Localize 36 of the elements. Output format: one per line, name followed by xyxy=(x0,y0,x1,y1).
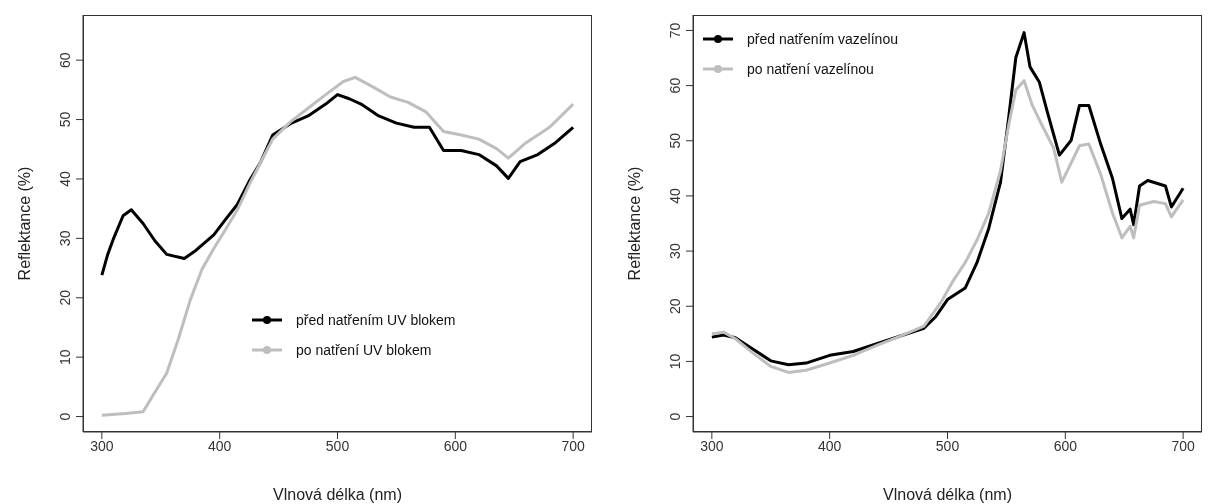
y-axis-title: Reflektance (%) xyxy=(625,166,643,281)
y-tick-label: 0 xyxy=(57,412,73,421)
y-tick-label: 0 xyxy=(667,412,683,421)
x-tick-label: 500 xyxy=(935,437,960,454)
x-tick-label: 600 xyxy=(443,437,468,454)
x-tick-label: 400 xyxy=(818,437,842,454)
legend-label: před natřením UV blokem xyxy=(296,312,456,328)
x-tick-label: 500 xyxy=(325,437,350,454)
y-axis-title: Reflektance (%) xyxy=(15,166,33,281)
y-tick-label: 10 xyxy=(667,353,683,370)
y-tick-label: 50 xyxy=(57,111,73,128)
y-tick-label: 40 xyxy=(667,187,683,204)
y-tick-label: 40 xyxy=(57,170,73,187)
x-tick-label: 700 xyxy=(561,437,586,454)
x-axis-title: Vlnová délka (nm) xyxy=(883,486,1012,503)
y-tick-label: 30 xyxy=(57,230,73,247)
line-series xyxy=(100,93,575,277)
x-axis-title: Vlnová délka (nm) xyxy=(273,486,402,503)
y-tick-label: 70 xyxy=(667,22,683,39)
y-tick-label: 20 xyxy=(57,289,73,306)
x-tick-label: 300 xyxy=(90,437,114,454)
y-tick-label: 60 xyxy=(57,52,73,68)
y-tick-label: 10 xyxy=(57,349,73,365)
legend-label: po natření vazelínou xyxy=(747,61,874,77)
x-tick-label: 400 xyxy=(208,437,232,454)
line-series xyxy=(100,75,575,417)
line-series xyxy=(710,79,1185,374)
y-tick-label: 60 xyxy=(667,77,683,94)
y-tick-label: 20 xyxy=(667,298,683,315)
x-tick-label: 700 xyxy=(1171,437,1196,454)
x-tick-label: 300 xyxy=(700,437,724,454)
y-tick-label: 30 xyxy=(667,243,683,259)
legend-label: před natřením vazelínou xyxy=(747,31,898,47)
legend-label: po natření UV blokem xyxy=(296,342,432,358)
y-tick-label: 50 xyxy=(667,132,683,149)
x-tick-label: 600 xyxy=(1053,437,1078,454)
